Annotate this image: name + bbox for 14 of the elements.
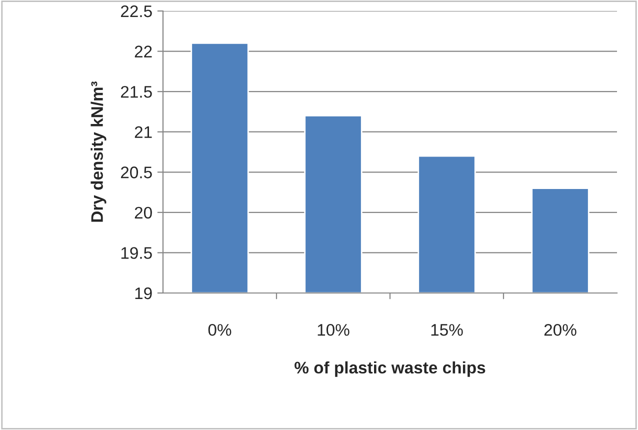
y-tick-label: 21.5	[120, 86, 152, 98]
y-tick-label: 19.5	[121, 247, 152, 259]
y-tick-label: 22	[134, 46, 152, 58]
y-tick-label: 19	[135, 287, 152, 300]
y-tick-label: 20	[134, 206, 152, 219]
y-tick-label: 21	[134, 126, 152, 138]
x-tick-label: 20%	[544, 324, 576, 336]
x-tick-label: 15%	[431, 324, 463, 336]
y-tick-label: 22.5	[120, 5, 152, 18]
y-axis-title: Dry density kN/m³	[90, 82, 106, 222]
x-axis-title: % of plastic waste chips	[294, 361, 486, 377]
x-tick-label: 0%	[208, 324, 232, 336]
y-tick-label: 20.5	[120, 166, 152, 178]
x-tick-label: 10%	[318, 324, 350, 336]
